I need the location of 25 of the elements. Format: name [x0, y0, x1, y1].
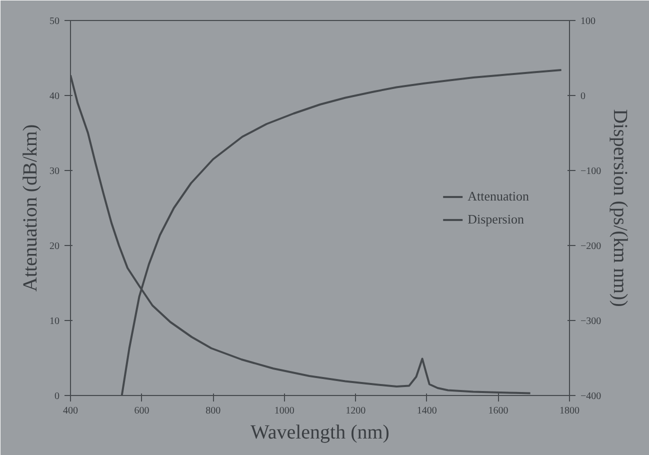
y2-tick-label: −200 — [580, 241, 602, 252]
y-tick-label: 40 — [50, 91, 60, 102]
x-tick-label: 400 — [63, 406, 78, 416]
y-axis-title: Attenuation (dB/km) — [20, 124, 42, 292]
legend-label: Attenuation — [468, 188, 529, 204]
y2-tick-label: −100 — [580, 166, 602, 177]
x-tick-label: 1000 — [274, 406, 294, 416]
x-tick-label: 1800 — [560, 406, 580, 416]
y-tick-label: 10 — [50, 316, 60, 327]
x-tick-label: 1400 — [416, 406, 437, 416]
y-tick-label: 20 — [50, 241, 60, 252]
legend-label: Dispersion — [468, 211, 524, 227]
y2-tick-label: 0 — [580, 91, 586, 102]
x-tick-label: 600 — [134, 406, 150, 416]
y2-tick-label: −400 — [580, 391, 602, 402]
y-tick-label: 0 — [54, 391, 60, 402]
x-tick-label: 1600 — [488, 406, 508, 416]
y-tick-label: 50 — [50, 16, 60, 27]
y2-axis-title: Dispersion (ps/(km nm)) — [609, 109, 632, 307]
y2-tick-label: −300 — [580, 316, 602, 327]
x-axis-title: Wavelength (nm) — [250, 422, 390, 444]
y-tick-label: 30 — [50, 166, 60, 177]
x-tick-label: 800 — [206, 406, 221, 416]
x-tick-label: 1200 — [346, 406, 366, 416]
y2-tick-label: 100 — [580, 16, 596, 27]
